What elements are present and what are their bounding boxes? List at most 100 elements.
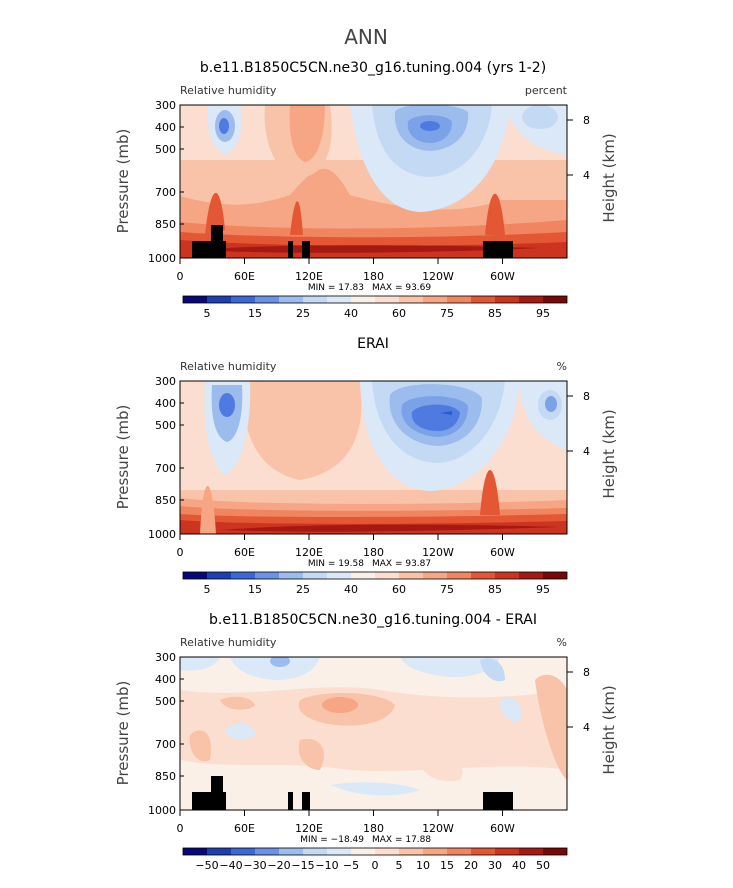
y-axis-left: 300 400 500 700 850 1000 Pressure (mb) <box>114 99 184 265</box>
ytick-label: 500 <box>155 419 176 432</box>
y-axis-right: 8 4 Height (km) <box>567 390 618 499</box>
xtick-label: 120E <box>295 270 323 283</box>
colorbar-label: −20 <box>267 859 290 872</box>
colorbar-label: 95 <box>536 307 550 320</box>
ytick-label: 500 <box>155 143 176 156</box>
ytick-right-label: 4 <box>583 169 590 182</box>
xtick-label: 120E <box>295 822 323 835</box>
left-label: Relative humidity <box>180 636 277 649</box>
colorbar: 5 15 25 40 60 75 85 95 <box>182 295 568 320</box>
colorbar-label: 50 <box>536 859 550 872</box>
left-label: Relative humidity <box>180 360 277 373</box>
ytick-right-label: 8 <box>583 390 590 403</box>
colorbar-label: −10 <box>315 859 338 872</box>
xtick-label: 180 <box>363 546 384 559</box>
colorbar-label: 85 <box>488 583 502 596</box>
colorbar-label: 10 <box>416 859 430 872</box>
panel-model: b.e11.B1850C5CN.ne30_g16.tuning.004 (yrs… <box>114 60 618 320</box>
colorbar-label: 0 <box>372 859 379 872</box>
x-axis: 0 60E 120E 180 120W 60W <box>177 258 515 283</box>
colorbar-label: 60 <box>392 583 406 596</box>
max-value: MAX = 17.88 <box>372 835 431 845</box>
ytick-label: 400 <box>155 121 176 134</box>
topography <box>192 225 513 258</box>
colorbar-label: 30 <box>488 859 502 872</box>
ytick-label: 850 <box>155 218 176 231</box>
xtick-label: 60E <box>234 270 255 283</box>
ytick-label: 700 <box>155 738 176 751</box>
colorbar-label: 15 <box>248 583 262 596</box>
y-axis-label: Pressure (mb) <box>114 129 132 234</box>
colorbar-label: 25 <box>296 307 310 320</box>
panel-title: b.e11.B1850C5CN.ne30_g16.tuning.004 (yrs… <box>200 60 546 76</box>
panel-erai: ERAI Relative humidity % <box>114 336 618 596</box>
colorbar-label: −15 <box>291 859 314 872</box>
panel-title: ERAI <box>357 336 389 352</box>
contour-field <box>180 381 567 534</box>
colorbar-label: 95 <box>536 583 550 596</box>
xtick-label: 120W <box>422 270 454 283</box>
colorbar-label: 15 <box>248 307 262 320</box>
y-axis-left: 300 400 500 700 850 1000 Pressure (mb) <box>114 375 184 541</box>
colorbar-label: 5 <box>396 859 403 872</box>
xtick-label: 60E <box>234 822 255 835</box>
ytick-label: 1000 <box>148 252 176 265</box>
colorbar-label: 60 <box>392 307 406 320</box>
x-axis: 0 60E 120E 180 120W 60W <box>177 810 515 835</box>
max-value: MAX = 93.87 <box>372 559 431 569</box>
ytick-label: 850 <box>155 494 176 507</box>
colorbar-label: 5 <box>204 583 211 596</box>
max-value: MAX = 93.69 <box>372 283 431 293</box>
contour-field <box>180 105 567 258</box>
colorbar-label: 5 <box>204 307 211 320</box>
x-axis: 0 60E 120E 180 120W 60W <box>177 534 515 559</box>
colorbar: 5 15 25 40 60 75 85 95 <box>182 571 568 596</box>
xtick-label: 0 <box>177 270 184 283</box>
ytick-label: 700 <box>155 186 176 199</box>
ytick-label: 850 <box>155 770 176 783</box>
y-axis-right-label: Height (km) <box>600 409 618 498</box>
xtick-label: 120W <box>422 822 454 835</box>
ytick-label: 1000 <box>148 804 176 817</box>
xtick-label: 0 <box>177 546 184 559</box>
right-label: percent <box>525 84 568 97</box>
y-axis-label: Pressure (mb) <box>114 405 132 510</box>
panel-title: b.e11.B1850C5CN.ne30_g16.tuning.004 - ER… <box>209 612 537 628</box>
colorbar-label: −50 <box>195 859 218 872</box>
xtick-label: 60W <box>490 546 515 559</box>
colorbar-label: 15 <box>440 859 454 872</box>
ytick-label: 300 <box>155 651 176 664</box>
ytick-label: 1000 <box>148 528 176 541</box>
colorbar-label: 85 <box>488 307 502 320</box>
y-axis-right: 8 4 Height (km) <box>567 114 618 223</box>
y-axis-left: 300 400 500 700 850 1000 Pressure (mb) <box>114 651 184 817</box>
left-label: Relative humidity <box>180 84 277 97</box>
colorbar-label: 40 <box>344 307 358 320</box>
colorbar-label: 40 <box>344 583 358 596</box>
colorbar-label: −40 <box>219 859 242 872</box>
colorbar-label: −5 <box>343 859 359 872</box>
colorbar: −50 −40 −30 −20 −15 −10 −5 0 5 10 15 20 … <box>182 847 568 872</box>
xtick-label: 0 <box>177 822 184 835</box>
min-value: MIN = −18.49 <box>300 835 364 845</box>
ytick-label: 700 <box>155 462 176 475</box>
colorbar-label: 75 <box>440 307 454 320</box>
ytick-label: 400 <box>155 397 176 410</box>
colorbar-label: 75 <box>440 583 454 596</box>
y-axis-right-label: Height (km) <box>600 685 618 774</box>
xtick-label: 120E <box>295 546 323 559</box>
colorbar-label: 25 <box>296 583 310 596</box>
contour-field <box>180 657 567 810</box>
y-axis-label: Pressure (mb) <box>114 681 132 786</box>
ytick-label: 300 <box>155 99 176 112</box>
min-value: MIN = 19.58 <box>308 559 364 569</box>
colorbar-label: −30 <box>243 859 266 872</box>
ytick-label: 300 <box>155 375 176 388</box>
ytick-right-label: 4 <box>583 721 590 734</box>
xtick-label: 180 <box>363 822 384 835</box>
topography <box>192 776 513 810</box>
xtick-label: 120W <box>422 546 454 559</box>
ytick-label: 400 <box>155 673 176 686</box>
right-label: % <box>557 360 567 373</box>
